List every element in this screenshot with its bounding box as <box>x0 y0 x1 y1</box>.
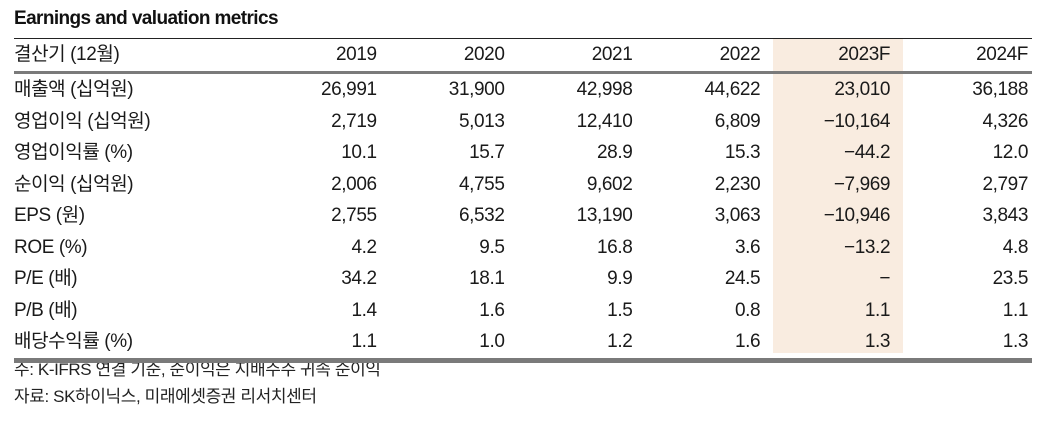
table-row-pe: P/E (배) 34.2 18.1 9.9 24.5 − 23.5 <box>14 263 1032 295</box>
cell: 1.6 <box>479 299 505 321</box>
cell: 9,602 <box>586 173 633 195</box>
cell: 24.5 <box>724 268 761 289</box>
table-row-roe: ROE (%) 4.2 9.5 16.8 3.6 −13.2 4.8 <box>14 232 1032 264</box>
cell: 42,998 <box>576 79 633 100</box>
header-year-2020: 2020 <box>463 44 505 65</box>
cell: 26,991 <box>320 79 377 100</box>
cell: 3,843 <box>982 205 1028 226</box>
cell: 0.8 <box>735 299 761 321</box>
header-year-2021: 2021 <box>591 44 633 65</box>
cell: 13,190 <box>576 205 633 226</box>
cell: −10,946 <box>823 205 891 226</box>
row-label: 영업이익률 (%) <box>14 142 133 163</box>
row-label: EPS (원) <box>14 205 85 226</box>
cell: −13.2 <box>844 236 891 258</box>
table-row-net-income: 순이익 (십억원) 2,006 4,755 9,602 2,230 −7,969… <box>14 169 1032 201</box>
table-row-eps: EPS (원) 2,755 6,532 13,190 3,063 −10,946… <box>14 200 1032 232</box>
header-year-2024f: 2024F <box>976 44 1028 65</box>
cell: −44.2 <box>844 142 891 163</box>
cell: 18.1 <box>469 268 505 289</box>
cell: 9.5 <box>479 236 505 258</box>
cell: 1.1 <box>864 299 891 321</box>
cell: −7,969 <box>833 173 891 195</box>
cell: 4.8 <box>1002 236 1029 258</box>
row-label: P/B (배) <box>14 299 78 321</box>
cell: − <box>879 268 891 289</box>
table-row-revenue: 매출액 (십억원) 26,991 31,900 42,998 44,622 23… <box>14 73 1032 106</box>
cell: 6,809 <box>714 110 761 132</box>
cell: 1.3 <box>864 331 891 352</box>
cell: 5,013 <box>458 110 505 132</box>
row-label: ROE (%) <box>14 236 88 258</box>
table-row-operating-profit: 영업이익 (십억원) 2,719 5,013 12,410 6,809 −10,… <box>14 106 1032 138</box>
cell: 44,622 <box>704 79 761 100</box>
table-title: Earnings and valuation metrics <box>14 8 279 29</box>
cell: 1.2 <box>607 331 633 352</box>
cell: 16.8 <box>596 236 633 258</box>
cell: 2,230 <box>714 173 761 195</box>
footnote-source: 자료: SK하이닉스, 미래에셋증권 리서치센터 <box>14 387 317 406</box>
cell: 2,755 <box>331 205 377 226</box>
cell: −10,164 <box>823 110 891 132</box>
cell: 9.9 <box>607 268 633 289</box>
cell: 4,755 <box>458 173 505 195</box>
cell: 28.9 <box>596 142 633 163</box>
cell: 1.1 <box>1002 299 1029 321</box>
cell: 23.5 <box>992 268 1029 289</box>
cell: 1.4 <box>351 299 377 321</box>
table-row-pb: P/B (배) 1.4 1.6 1.5 0.8 1.1 1.1 <box>14 295 1032 327</box>
table-row-operating-margin: 영업이익률 (%) 10.1 15.7 28.9 15.3 −44.2 12.0 <box>14 137 1032 169</box>
table-footnotes: 주: K-IFRS 연결 기준, 순이익은 지배주주 귀속 순이익 자료: SK… <box>14 356 381 410</box>
row-label: 순이익 (십억원) <box>14 173 134 195</box>
header-year-2019: 2019 <box>335 44 377 65</box>
cell: 1.5 <box>607 299 633 321</box>
earnings-valuation-table: 결산기 (12월) 2019 2020 2021 2022 2023F 2024… <box>14 38 1032 363</box>
header-year-2022: 2022 <box>719 44 761 65</box>
cell: 3.6 <box>735 236 761 258</box>
cell: 31,900 <box>448 79 505 100</box>
row-label: P/E (배) <box>14 268 78 289</box>
cell: 2,719 <box>331 110 377 132</box>
cell: 12,410 <box>576 110 633 132</box>
header-year-2023f: 2023F <box>838 44 891 65</box>
cell: 1.0 <box>479 331 505 352</box>
cell: 15.3 <box>724 142 761 163</box>
table-row-dividend-yield: 배당수익률 (%) 1.1 1.0 1.2 1.6 1.3 1.3 <box>14 326 1032 360</box>
cell: 15.7 <box>469 142 505 163</box>
cell: 2,006 <box>331 173 377 195</box>
row-label: 영업이익 (십억원) <box>14 110 151 132</box>
cell: 2,797 <box>982 173 1028 195</box>
cell: 10.1 <box>341 142 377 163</box>
cell: 36,188 <box>972 79 1028 100</box>
forecast-column-highlight <box>773 38 903 353</box>
row-label: 매출액 (십억원) <box>14 79 134 100</box>
cell: 6,532 <box>458 205 505 226</box>
table-header-row: 결산기 (12월) 2019 2020 2021 2022 2023F 2024… <box>14 38 1032 73</box>
cell: 4,326 <box>982 110 1028 132</box>
earnings-table-container: 결산기 (12월) 2019 2020 2021 2022 2023F 2024… <box>14 38 1032 363</box>
cell: 1.6 <box>735 331 761 352</box>
footnote-note: 주: K-IFRS 연결 기준, 순이익은 지배주주 귀속 순이익 <box>14 360 381 379</box>
cell: 1.1 <box>351 331 377 352</box>
header-label: 결산기 (12월) <box>14 44 120 65</box>
cell: 12.0 <box>992 142 1029 163</box>
row-label: 배당수익률 (%) <box>14 331 133 352</box>
cell: 34.2 <box>341 268 377 289</box>
cell: 4.2 <box>351 236 377 258</box>
cell: 1.3 <box>1002 331 1029 352</box>
cell: 3,063 <box>714 205 761 226</box>
cell: 23,010 <box>834 79 891 100</box>
